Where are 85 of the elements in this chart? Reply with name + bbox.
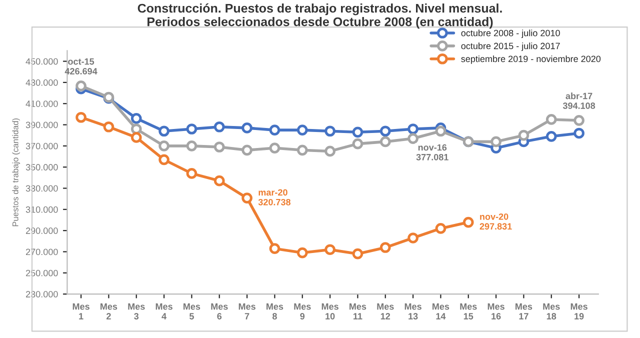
point (435, 223, 446, 234)
point (296, 247, 308, 258)
x-tick-label: Mes 10 (322, 303, 338, 320)
x-tick-label: Mes 4 (156, 303, 172, 320)
y-tick-label: 310.000 (26, 206, 58, 213)
point (380, 126, 391, 137)
point (76, 112, 86, 123)
y-tick-label: 230.000 (26, 291, 58, 298)
annotation: nov-16 377.081 (416, 144, 448, 160)
point (269, 142, 280, 154)
y-tick-label: 410.000 (26, 100, 58, 107)
point (546, 130, 557, 142)
point (186, 168, 198, 179)
point (408, 133, 418, 144)
x-tick-label: Mes 11 (350, 303, 366, 320)
point (242, 192, 252, 204)
annotation: mar-20 320.738 (258, 189, 290, 206)
point (186, 124, 198, 134)
point (546, 114, 557, 125)
point (408, 232, 418, 244)
annotation: oct-15 426.694 (64, 58, 98, 74)
y-axis-title: Puestos de trabajo (cantidad) (12, 118, 20, 226)
x-tick-label: Mes 12 (377, 303, 394, 320)
x-tick-label: Mes 8 (266, 303, 284, 320)
point (408, 124, 418, 134)
point (214, 142, 225, 152)
point (76, 80, 86, 92)
point (186, 140, 198, 152)
point (352, 248, 364, 260)
chart-title: Construcción. Puestos de trabajo registrados. Nivel mensual. Periodos seleccionados desde Octubre 2008 (en cantidad) (138, 3, 502, 29)
point (574, 115, 584, 126)
y-tick-label: 390.000 (26, 122, 58, 128)
point (269, 124, 280, 136)
point (380, 136, 391, 148)
x-tick-label: Mes 2 (100, 303, 118, 320)
point (574, 128, 584, 139)
point (352, 126, 364, 138)
x-tick-label: Mes 19 (570, 303, 588, 320)
y-tick-label: 370.000 (26, 142, 58, 150)
x-tick-label: Mes 1 (72, 303, 90, 320)
y-tick-label: 270.000 (26, 248, 58, 256)
y-tick-label: 250.000 (26, 270, 58, 276)
annotation: abr-17 394.108 (562, 92, 596, 109)
point (158, 154, 170, 166)
point (324, 126, 336, 137)
x-tick-label: Mes 15 (460, 303, 477, 320)
x-tick-label: Mes 14 (432, 303, 450, 320)
y-tick-label: 430.000 (26, 79, 58, 86)
point (296, 144, 308, 156)
point (324, 244, 336, 256)
point (130, 124, 142, 134)
point (242, 122, 252, 134)
y-tick-label: 350.000 (26, 164, 58, 170)
legend-label: octubre 2015 - julio 2017 (461, 42, 560, 51)
x-tick-label: Mes 6 (211, 303, 228, 320)
point (214, 121, 225, 132)
point (158, 126, 170, 137)
point (296, 124, 308, 136)
point (130, 113, 142, 124)
x-tick-label: Mes 18 (543, 303, 560, 320)
point (214, 175, 225, 186)
annotation: nov-20 297.831 (480, 213, 512, 230)
point (490, 136, 502, 148)
point (269, 243, 280, 254)
x-tick-label: Mes 7 (238, 303, 256, 320)
point (130, 132, 142, 143)
legend-label: septiembre 2019 - noviembre 2020 (461, 55, 601, 64)
point (462, 216, 474, 228)
point (435, 126, 446, 137)
point (242, 144, 252, 156)
point (380, 242, 391, 253)
y-tick-label: 450.000 (26, 58, 58, 65)
point (103, 121, 114, 132)
x-tick-label: Mes 3 (128, 303, 145, 320)
x-tick-label: Mes 13 (404, 303, 422, 320)
point (352, 138, 364, 150)
point (158, 140, 170, 152)
point (324, 146, 336, 157)
point (518, 130, 530, 141)
x-tick-label: Mes 5 (184, 303, 200, 320)
x-tick-label: Mes 17 (516, 303, 532, 320)
legend-label: octubre 2008 - julio 2010 (461, 30, 560, 38)
y-tick-label: 330.000 (26, 185, 58, 192)
x-tick-label: Mes 9 (294, 303, 311, 320)
x-tick-label: Mes 16 (488, 303, 504, 320)
